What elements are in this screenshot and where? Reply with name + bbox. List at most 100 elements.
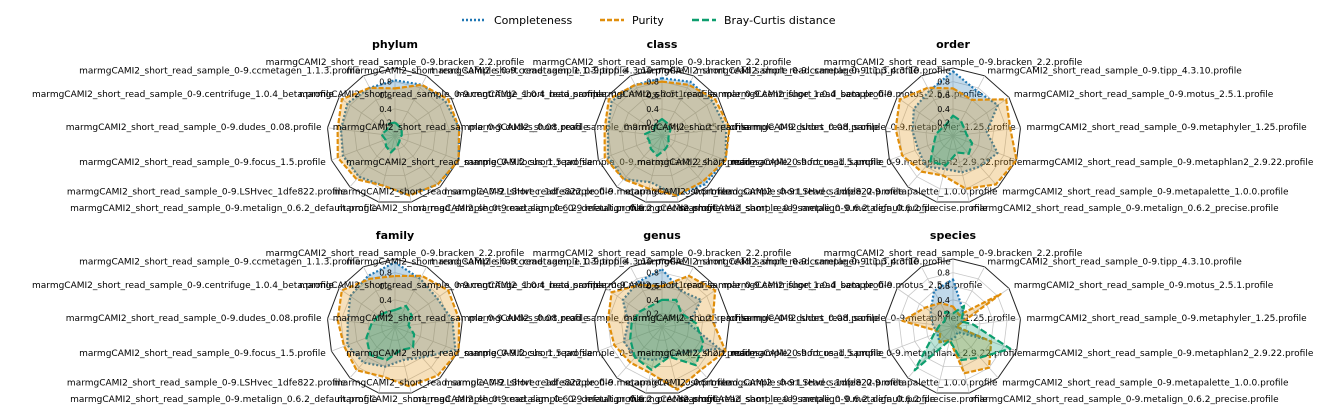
radial-tick-label: 0.4 <box>646 296 659 305</box>
legend: Completeness Purity Bray-Curtis distance <box>462 14 836 27</box>
radar-frame <box>593 258 731 394</box>
category-label: marmgCAMI2_short_read_sample_0-9.metaphy… <box>735 314 1016 324</box>
radar-spoke <box>349 326 396 379</box>
radial-tick-label: 0.4 <box>379 105 392 114</box>
category-label: marmgCAMI2_short_read_sample_0-9.LSHvec_… <box>334 378 613 388</box>
radar-spoke <box>394 127 463 137</box>
radar-spoke <box>349 135 396 188</box>
category-label: marmgCAMI2_short_read_sample_0-9.metaphl… <box>1022 158 1314 168</box>
radial-tick-label: 0.6 <box>937 282 950 291</box>
category-label: marmgCAMI2_short_read_sample_0-9.focus_1… <box>637 349 884 359</box>
category-label: marmgCAMI2_short_read_sample_0-9.metalig… <box>337 395 645 405</box>
radar-spoke <box>394 266 427 328</box>
category-label: marmgCAMI2_short_read_sample_0-9.centrif… <box>299 281 602 291</box>
category-label: marmgCAMI2_short_read_sample_0-9.dudes_0… <box>66 314 322 324</box>
radar-spoke <box>952 135 970 203</box>
category-label: marmgCAMI2_short_read_sample_0-9.motus_2… <box>456 281 716 291</box>
category-label: marmgCAMI2_short_read_sample_0-9.metalig… <box>337 204 645 214</box>
radar-gridline <box>354 285 436 368</box>
panel-title: class <box>647 38 678 51</box>
category-label: marmgCAMI2_short_read_sample_0-9.bracken… <box>266 58 525 68</box>
category-label: marmgCAMI2_short_read_sample_0-9.metaphy… <box>1026 314 1307 324</box>
radar-spoke <box>394 97 452 137</box>
category-label: marmgCAMI2_short_read_sample_0-9.LSHvec_… <box>625 187 904 197</box>
category-label: marmgCAMI2_short_read_sample_0-9.bracken… <box>533 249 792 259</box>
category-label: marmgCAMI2_short_read_sample_0-9.metalig… <box>413 204 721 214</box>
radar-spoke <box>885 318 954 328</box>
legend-item-purity: Purity <box>600 14 664 27</box>
series-bray_curtis <box>380 121 403 154</box>
radar-gridline <box>621 94 703 177</box>
category-label: marmgCAMI2_short_read_sample_0-9.metaphl… <box>464 349 756 359</box>
radar-gridline <box>340 81 450 190</box>
radar-spoke <box>936 326 954 394</box>
category-label: marmgCAMI2_short_read_sample_0-9.metapal… <box>711 187 998 197</box>
category-label: marmgCAMI2_short_read_sample_0-9.tipp_4.… <box>987 66 1242 76</box>
radar-spoke <box>327 127 396 137</box>
category-label: marmgCAMI2_short_read_sample_0-9.dudes_0… <box>66 123 322 133</box>
radial-tick-label: 0.6 <box>937 91 950 100</box>
category-label: marmgCAMI2_short_read_sample_0-9.tipp_4.… <box>696 257 951 267</box>
category-label: marmgCAMI2_short_read_sample_0-9.LSHvec_… <box>625 378 904 388</box>
category-label: marmgCAMI2_short_read_sample_0-9.focus_1… <box>79 349 326 359</box>
radar-spoke <box>661 75 694 137</box>
radar-frame <box>884 258 1022 394</box>
radar-panel-class: 0.2 0.4 0.6 0.8 marmgCAMI2_short_read_sample… <box>299 38 1023 214</box>
radar-spoke <box>661 326 726 352</box>
category-label: marmgCAMI2_short_read_sample_0-9.metaphl… <box>731 158 1023 168</box>
panel-title: species <box>930 229 977 242</box>
category-label: marmgCAMI2_short_read_sample_0-9.motus_2… <box>723 281 983 291</box>
series-completeness <box>346 261 457 368</box>
radial-tick-label: 0.2 <box>937 309 950 318</box>
panel-title: genus <box>643 229 681 242</box>
radar-spoke <box>661 135 708 188</box>
radar-spoke <box>936 135 954 203</box>
category-label: marmgCAMI2_short_read_sample_0-9.metaphy… <box>1026 123 1307 133</box>
series-completeness <box>621 268 721 362</box>
radar-spoke <box>394 326 459 352</box>
category-label: marmgCAMI2_short_read_sample_0-9.tipp_4.… <box>696 66 951 76</box>
radar-spoke <box>952 75 985 137</box>
category-label: marmgCAMI2_short_read_sample_0-9.centrif… <box>32 90 335 100</box>
radar-gridline <box>367 108 423 163</box>
radar-spoke <box>616 326 663 379</box>
legend-label-purity: Purity <box>632 14 664 27</box>
category-label: marmgCAMI2_short_read_sample_0-9.centrif… <box>32 281 335 291</box>
category-label: marmgCAMI2_short_read_sample_0-9.motus_2… <box>1014 281 1274 291</box>
radial-tick-label: 0.6 <box>379 91 392 100</box>
radar-spoke <box>645 326 663 394</box>
category-label: marmgCAMI2_short_read_sample_0-9.bracken… <box>266 249 525 259</box>
radar-spoke <box>594 127 663 137</box>
radar-spoke <box>661 127 730 137</box>
radar-gridline <box>607 81 717 190</box>
category-label: marmgCAMI2_short_read_sample_0-9.tipp_4.… <box>429 66 684 76</box>
radar-spoke <box>889 135 954 161</box>
radar-spoke <box>952 318 1021 328</box>
radial-tick-label: 0.8 <box>646 78 659 87</box>
radar-spoke <box>896 97 954 137</box>
radar-spoke <box>394 135 441 188</box>
radar-spoke <box>605 288 663 328</box>
radar-spoke <box>661 326 679 394</box>
radar-gridline <box>634 299 690 354</box>
category-label: marmgCAMI2_short_read_sample_0-9.metalig… <box>680 204 988 214</box>
radar-frame <box>593 67 731 203</box>
category-label: marmgCAMI2_short_read_sample_0-9.metapal… <box>444 378 731 388</box>
radial-tick-label: 0.6 <box>646 282 659 291</box>
radar-frame <box>326 258 464 394</box>
radar-gridline <box>898 272 1008 381</box>
radial-tick-label: 0.4 <box>646 105 659 114</box>
radial-tick-label: 0.4 <box>379 296 392 305</box>
category-label: marmgCAMI2_short_read_sample_0-9.metalig… <box>680 395 988 405</box>
radar-spoke <box>338 288 396 328</box>
radar-gridline <box>648 312 676 341</box>
radial-tick-label: 0.8 <box>379 78 392 87</box>
radar-spoke <box>952 326 999 379</box>
radar-spoke <box>921 266 954 328</box>
category-label: marmgCAMI2_short_read_sample_0-9.metalig… <box>70 395 378 405</box>
series-purity <box>894 86 1018 190</box>
category-label: marmgCAMI2_short_read_sample_0-9.metaphl… <box>731 349 1023 359</box>
legend-label-bray_curtis: Bray-Curtis distance <box>724 14 836 27</box>
series-completeness <box>339 79 461 197</box>
radial-tick-label: 0.8 <box>937 269 950 278</box>
